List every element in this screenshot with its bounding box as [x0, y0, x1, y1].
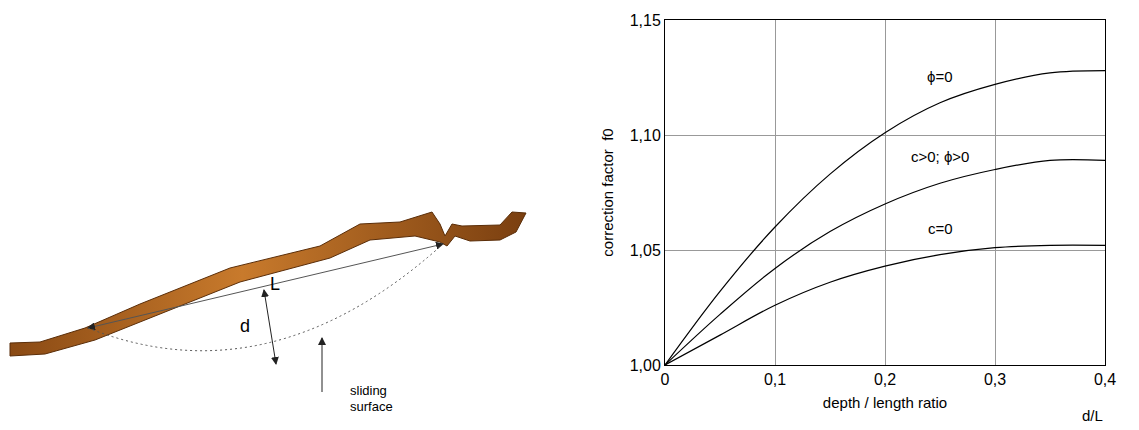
- svg-text:depth / length ratio: depth / length ratio: [823, 394, 947, 411]
- svg-text:0: 0: [661, 371, 670, 388]
- svg-text:0,3: 0,3: [984, 371, 1006, 388]
- svg-text:1,10: 1,10: [630, 127, 661, 144]
- svg-text:c>0; ϕ>0: c>0; ϕ>0: [911, 148, 969, 165]
- svg-text:0,1: 0,1: [764, 371, 786, 388]
- svg-text:c=0: c=0: [928, 220, 953, 237]
- svg-text:1,00: 1,00: [630, 357, 661, 374]
- svg-text:d: d: [240, 316, 250, 336]
- svg-text:1,05: 1,05: [630, 242, 661, 259]
- svg-text:L: L: [270, 274, 280, 294]
- svg-text:d/L: d/L: [1082, 407, 1103, 424]
- svg-text:1,15: 1,15: [630, 12, 661, 29]
- svg-text:0,4: 0,4: [1094, 371, 1116, 388]
- svg-text:correction factor f0: correction factor f0: [599, 128, 616, 256]
- svg-text:ϕ=0: ϕ=0: [927, 68, 953, 85]
- svg-text:slidingsurface: slidingsurface: [350, 383, 393, 414]
- svg-text:0,2: 0,2: [874, 371, 896, 388]
